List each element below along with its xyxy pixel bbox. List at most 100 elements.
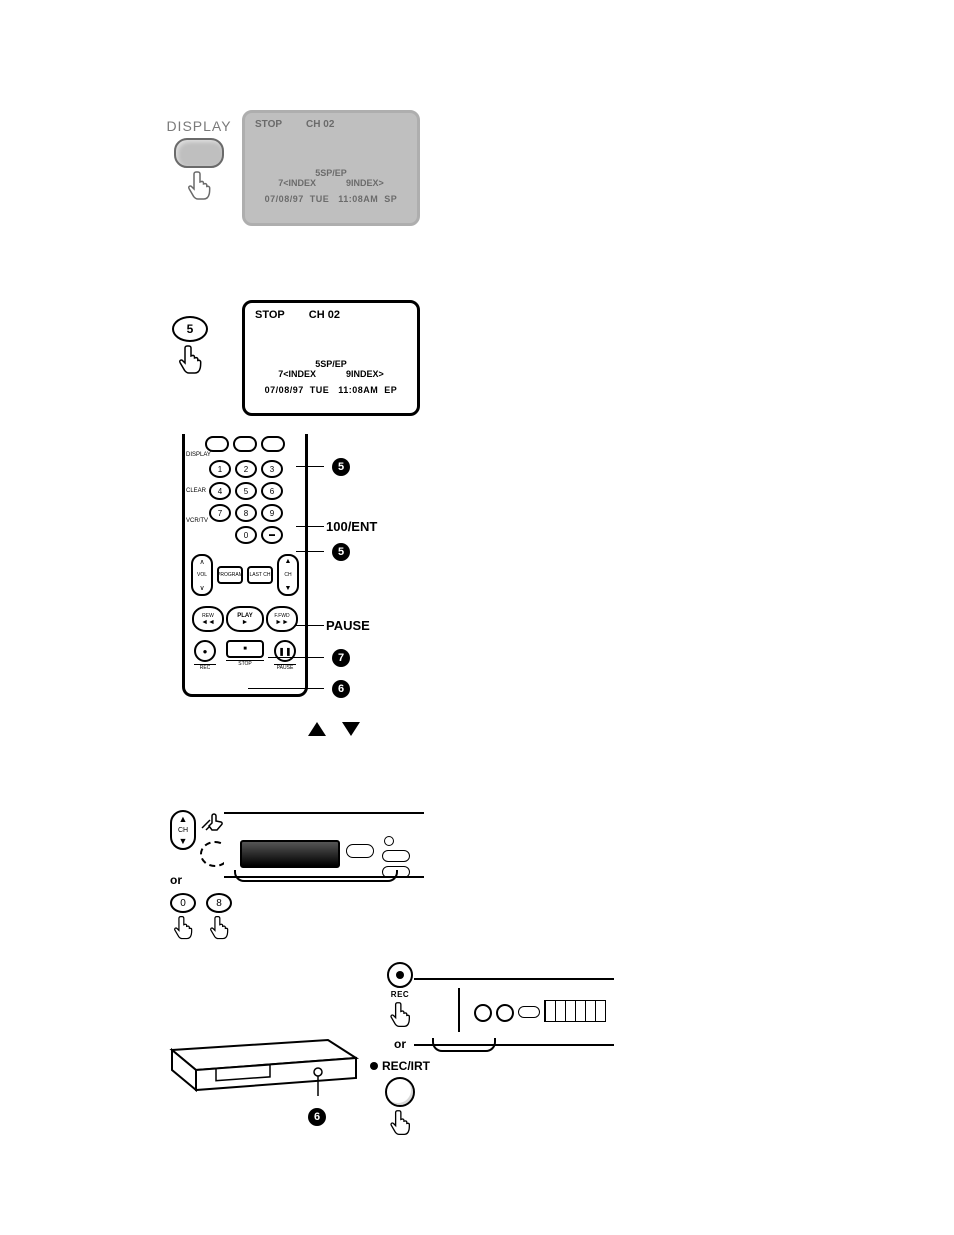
keypad-5-button[interactable]: 5 (172, 316, 208, 342)
vcr-switch[interactable] (346, 844, 374, 858)
pointing-hand-icon (389, 1001, 411, 1029)
channel-rocker[interactable]: ▲ CH ▼ (277, 554, 299, 596)
vcr-lip (234, 870, 398, 882)
onscreen-display-line: STOP CH 02 5SP/EP 7<INDEX 9INDEX> 07/08/… (242, 300, 420, 416)
pointing-hand-icon (209, 915, 229, 941)
play-button[interactable]: PLAY ► (226, 606, 264, 632)
key-0-example[interactable]: 0 (170, 893, 196, 913)
triangle-indicators (308, 722, 360, 736)
callout-5b: 5 (332, 543, 350, 561)
example-number-keys: 0 8 (170, 893, 232, 941)
osd1-date: 07/08/97 (265, 194, 304, 204)
transport-row: REW ◄◄ PLAY ► F.FWD ►► (185, 606, 305, 632)
remote-top-pill[interactable] (261, 436, 285, 452)
osd2-index-left: 7<INDEX (278, 369, 316, 379)
key-0[interactable]: 0 (235, 526, 257, 544)
keypad-5-label: 5 (187, 322, 194, 336)
vcr-pill-button[interactable] (518, 1006, 540, 1018)
pause-button[interactable]: ❚❚ (274, 640, 296, 662)
ffwd-button[interactable]: F.FWD ►► (266, 606, 298, 632)
remote-side-label: VCR/TV (186, 518, 208, 524)
osd1-status: STOP (255, 119, 282, 130)
osd1-tail: SP (384, 194, 397, 204)
control-row: ● REC ■ STOP ❚❚ PAUSE (185, 640, 305, 671)
osd1-channel: CH 02 (306, 119, 334, 130)
vcr-pill-button[interactable] (382, 850, 410, 862)
lastch-button[interactable]: LAST CH (247, 566, 273, 584)
osd1-index-left: 7<INDEX (278, 178, 316, 188)
record-button[interactable]: ● (194, 640, 216, 662)
rec-irt-button[interactable] (385, 1077, 415, 1107)
display-button[interactable] (174, 138, 224, 168)
rewind-icon: ◄◄ (201, 619, 215, 626)
leader-line (268, 657, 324, 658)
osd2-index-right: 9INDEX> (346, 369, 384, 379)
record-dot-icon (370, 1062, 378, 1070)
vcr-round-button[interactable] (496, 1004, 514, 1022)
key-1[interactable]: 1 (209, 460, 231, 478)
key-8[interactable]: 8 (235, 504, 257, 522)
ffwd-icon: ►► (275, 619, 289, 626)
key-3[interactable]: 3 (261, 460, 283, 478)
callout-100ent: 100/ENT (326, 519, 377, 534)
osd1-index-right: 9INDEX> (346, 178, 384, 188)
record-dot-icon (396, 971, 404, 979)
volume-rocker[interactable]: ∧VOL∨ (191, 554, 213, 596)
callout-pause: PAUSE (326, 618, 370, 633)
leader-line (296, 551, 324, 552)
cassette-slot[interactable] (240, 840, 340, 868)
remote-side-label: CLEAR (186, 488, 206, 494)
program-button[interactable]: PROGRAM (217, 566, 243, 584)
remote-top-pill[interactable] (233, 436, 257, 452)
remote-top-pill[interactable] (205, 436, 229, 452)
key-6[interactable]: 6 (261, 482, 283, 500)
key-9[interactable]: 9 (261, 504, 283, 522)
vcr-round-button[interactable] (474, 1004, 492, 1022)
play-icon: ► (242, 619, 249, 626)
osd2-status: STOP (255, 309, 285, 321)
leader-line (248, 688, 324, 689)
key-4[interactable]: 4 (209, 482, 231, 500)
callout-7: 7 (332, 649, 350, 667)
osd2-day: TUE (310, 385, 330, 395)
ch-down-icon: ▼ (285, 585, 292, 592)
pointing-hand-icon (173, 915, 193, 941)
display-button-callout: DISPLAY (166, 118, 232, 202)
triangle-down-icon (342, 722, 360, 736)
key-5[interactable]: 5 (235, 482, 257, 500)
onscreen-display-grey: STOP CH 02 5SP/EP 7<INDEX 9INDEX> 07/08/… (242, 110, 420, 226)
pointing-hand-icon (389, 1109, 411, 1137)
key-7[interactable]: 7 (209, 504, 231, 522)
pointing-hand-icon (187, 170, 211, 202)
vcr-lip (432, 1038, 496, 1052)
osd1-day: TUE (310, 194, 330, 204)
stop-button[interactable]: ■ (226, 640, 264, 658)
vcr-front-panel-strip (224, 812, 424, 878)
vcr-front-panel-right (414, 978, 614, 1046)
manual-page: DISPLAY STOP CH 02 5SP/EP 7<INDEX 9INDEX… (0, 0, 954, 1235)
key-2[interactable]: 2 (235, 460, 257, 478)
osd2-channel: CH 02 (309, 309, 340, 321)
osd2-speed: 5SP/EP (245, 359, 417, 369)
leader-line (296, 526, 324, 527)
ch-up-icon: ▲ (179, 815, 188, 823)
rec-irt-label: REC/IRT (370, 1059, 430, 1073)
ch-up-icon: ▲ (285, 558, 292, 565)
ch-caption: CH (284, 572, 291, 578)
record-button-remote[interactable] (387, 962, 413, 988)
channel-rocker[interactable]: ▲ CH ▼ (170, 810, 196, 850)
stop-label: STOP (226, 660, 264, 667)
callout-5a: 5 (332, 458, 350, 476)
rewind-button[interactable]: REW ◄◄ (192, 606, 224, 632)
led-icon (384, 836, 394, 846)
osd2-date: 07/08/97 (265, 385, 304, 395)
remote-number-pad: 1 2 3 4 5 6 7 8 9 0 ▬ (185, 460, 305, 544)
channel-select-callout: ▲ CH ▼ or 0 8 (170, 810, 232, 941)
leader-line (296, 466, 324, 467)
vcr-isometric (168, 1020, 360, 1103)
key-8-example[interactable]: 8 (206, 893, 232, 913)
key-100ent[interactable]: ▬ (261, 526, 283, 544)
pause-label: PAUSE (274, 664, 296, 671)
osd1-speed: 5SP/EP (245, 168, 417, 178)
vcr-edge (414, 988, 460, 1032)
